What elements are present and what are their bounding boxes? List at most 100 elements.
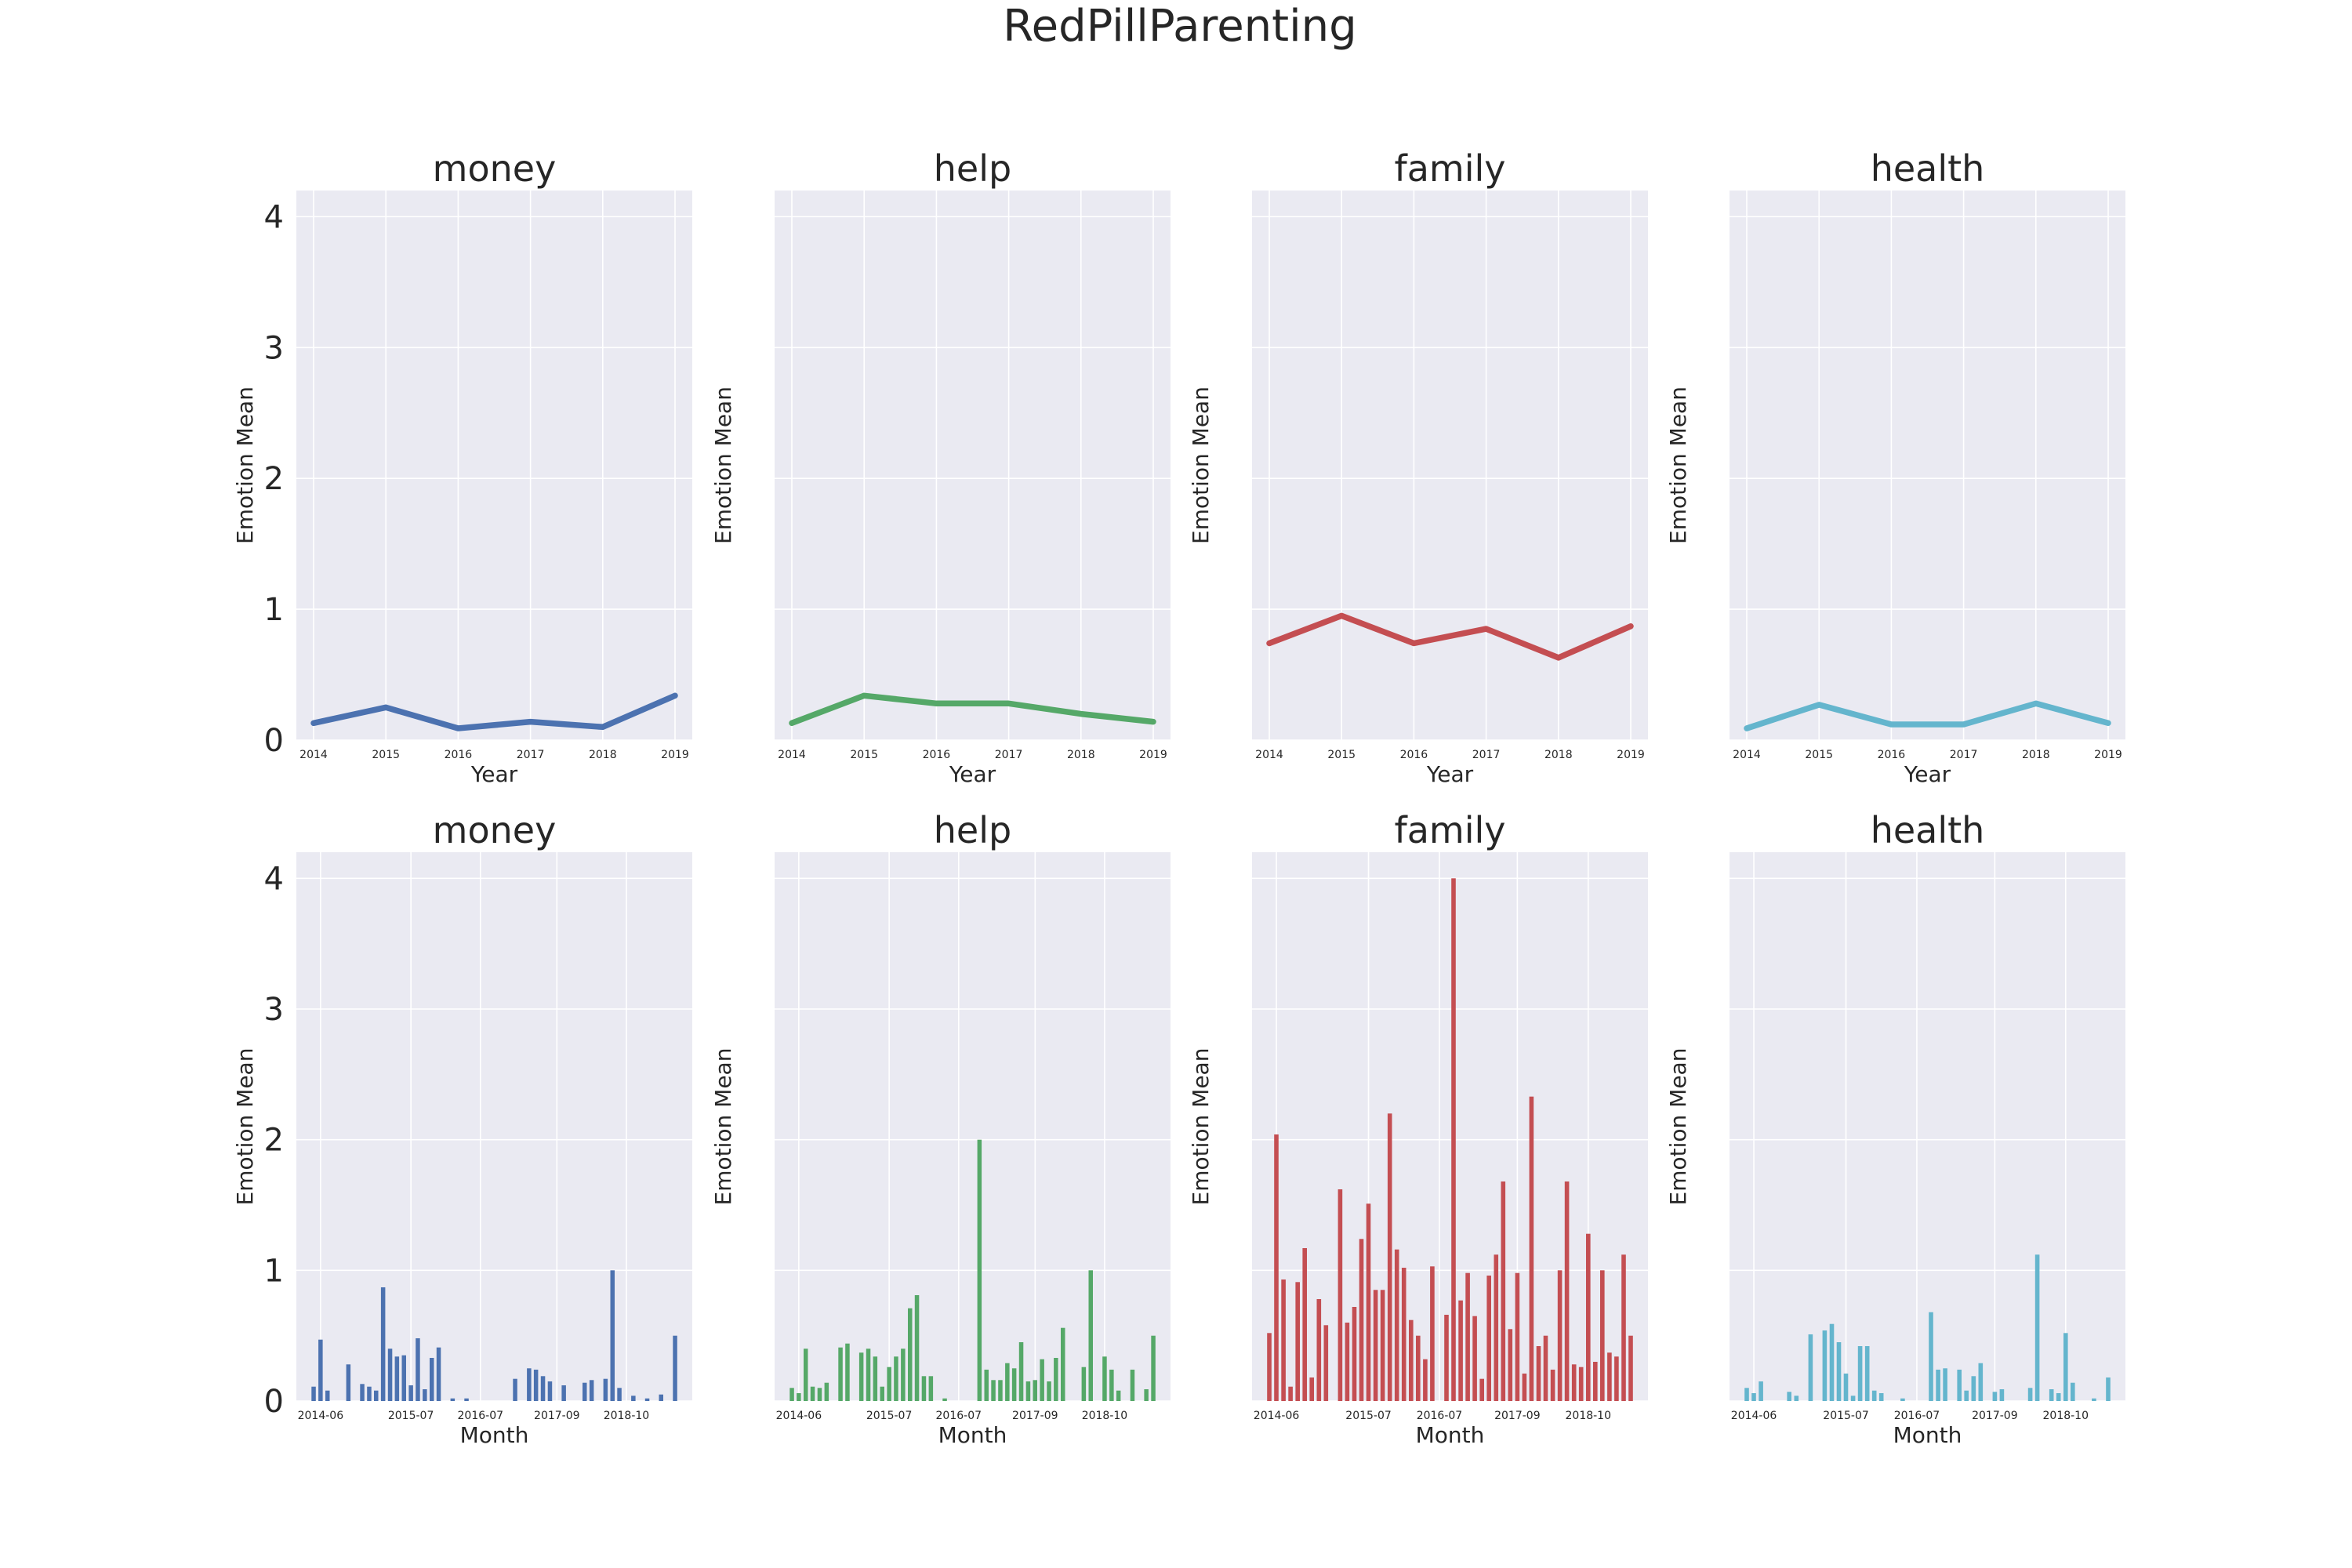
bar (583, 1382, 587, 1401)
bar (464, 1398, 469, 1401)
x-tick-label: 2018 (1067, 749, 1095, 761)
bar (1465, 1272, 1470, 1401)
bar (1302, 1248, 1307, 1401)
bar (1992, 1392, 1998, 1401)
bar (1600, 1270, 1605, 1401)
bar (547, 1381, 553, 1401)
panel-money-yearly: money Year Emotion Mean 0 1 2 3 4 2014 2015 2016 20… (232, 147, 692, 787)
bar (1295, 1282, 1300, 1401)
bar (1486, 1276, 1491, 1401)
panel-title: help (934, 809, 1011, 851)
x-tick-label: 2014 (778, 749, 806, 761)
x-tick-label: 2014-06 (1731, 1410, 1777, 1422)
bar (1401, 1268, 1406, 1401)
bar (1444, 1315, 1449, 1401)
x-axis-label: Year (1904, 761, 1951, 787)
bar (533, 1370, 539, 1401)
bar (1359, 1239, 1364, 1401)
plot-area (775, 852, 1171, 1401)
panel-title: family (1395, 147, 1506, 190)
bar (1102, 1356, 1107, 1401)
panel-title: health (1871, 809, 1985, 851)
bar (1018, 1342, 1024, 1401)
y-tick-label: 1 (264, 592, 284, 628)
figure-title: RedPillParenting (1003, 1, 1356, 52)
bar (527, 1368, 532, 1401)
bar (1971, 1376, 1976, 1401)
series-line (789, 692, 1156, 727)
bar (1515, 1272, 1520, 1401)
bar (1366, 1203, 1371, 1401)
bar (1822, 1330, 1828, 1401)
bar (1054, 1358, 1058, 1401)
x-tick-label: 2016-07 (1894, 1410, 1940, 1422)
bar (1621, 1254, 1626, 1401)
y-tick-label: 2 (264, 461, 284, 497)
y-tick-label: 0 (264, 1384, 284, 1420)
bar (1081, 1367, 1087, 1401)
bar (561, 1385, 566, 1401)
bar (1529, 1096, 1534, 1401)
x-tick-label: 2018-10 (1082, 1410, 1128, 1422)
x-tick-label: 2019 (2094, 749, 2122, 761)
bar (1751, 1393, 1756, 1401)
bar (1936, 1370, 1940, 1401)
bar (2049, 1389, 2054, 1401)
bar (2027, 1388, 2033, 1401)
x-tick-label: 2015-07 (1823, 1410, 1869, 1422)
bar (673, 1335, 677, 1401)
bar (430, 1358, 434, 1401)
bar (845, 1343, 850, 1401)
bar (838, 1347, 843, 1401)
bar (1878, 1393, 1884, 1401)
panel-title: money (433, 147, 557, 190)
bar (887, 1367, 891, 1401)
x-tick-label: 2014-06 (298, 1410, 344, 1422)
panel-family-yearly: family Year Emotion Mean 2014 2015 2016 2017 20… (1188, 147, 1648, 787)
bar (644, 1398, 650, 1401)
plot-area (296, 191, 692, 740)
x-axis-label: Month (938, 1422, 1007, 1448)
y-axis-label: Emotion Mean (1188, 1048, 1214, 1206)
bar (1323, 1325, 1329, 1401)
x-tick-label: 2015-07 (388, 1410, 434, 1422)
bar (367, 1386, 372, 1401)
x-tick-label: 2017-09 (1012, 1410, 1058, 1422)
y-axis-label: Emotion Mean (232, 1048, 258, 1206)
bar (1999, 1389, 2005, 1401)
x-tick-label: 2014 (299, 749, 328, 761)
x-tick-label: 2017 (1472, 749, 1501, 761)
x-axis-label: Year (1426, 761, 1474, 787)
x-tick-label: 2017 (995, 749, 1023, 761)
bar (1578, 1367, 1584, 1401)
y-tick-label: 0 (264, 723, 284, 759)
bar (423, 1389, 427, 1401)
series-line (1266, 612, 1634, 661)
bar (1787, 1392, 1791, 1401)
bar (2071, 1382, 2075, 1401)
bar (1416, 1335, 1421, 1401)
bar (1808, 1334, 1813, 1401)
bar (318, 1339, 323, 1401)
x-tick-label: 2014-06 (1254, 1410, 1300, 1422)
y-tick-label: 4 (264, 199, 284, 235)
y-tick-label: 3 (264, 992, 284, 1028)
bar (1011, 1368, 1017, 1401)
x-axis-label: Month (460, 1422, 529, 1448)
bar (1479, 1378, 1484, 1401)
x-tick-label: 2016 (1878, 749, 1906, 761)
x-tick-label: 2016 (923, 749, 951, 761)
bar (921, 1376, 927, 1401)
bar (1274, 1134, 1279, 1401)
x-tick-label: 2015 (1327, 749, 1356, 761)
bar (1144, 1389, 1149, 1401)
x-tick-label: 2017-09 (1972, 1410, 2018, 1422)
y-tick-label: 2 (264, 1123, 284, 1159)
bar (1864, 1346, 1870, 1401)
x-tick-label: 2018 (589, 749, 617, 761)
x-tick-label: 2016 (445, 749, 473, 761)
bar (810, 1386, 815, 1401)
bar (908, 1308, 913, 1401)
plot-area (775, 191, 1171, 740)
